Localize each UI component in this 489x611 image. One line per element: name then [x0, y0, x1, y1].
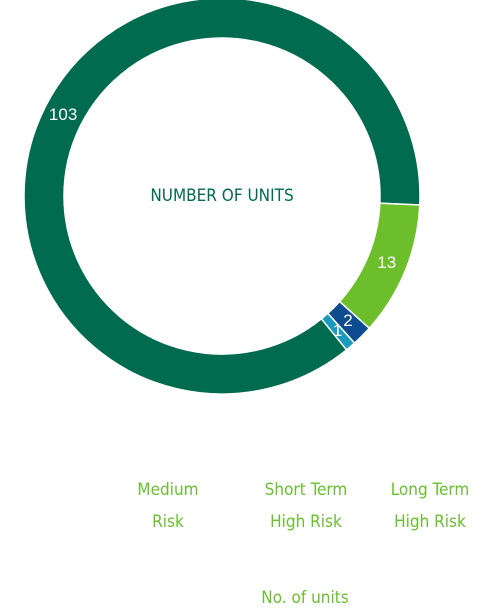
donut-segment — [320, 312, 356, 351]
chart-title: NUMBER OF UNITS — [150, 186, 293, 206]
data-label: 13 — [377, 253, 396, 272]
legend-entry: Short Term High Risk — [265, 480, 348, 532]
data-label: 1 — [333, 321, 342, 340]
legend-entry: Medium Risk — [137, 480, 198, 532]
legend-entry: Long Term High Risk — [391, 480, 470, 532]
donut-segment — [23, 0, 421, 395]
data-label: 103 — [49, 105, 77, 124]
data-label: 2 — [343, 311, 352, 330]
axis-label: No. of units — [261, 588, 348, 608]
